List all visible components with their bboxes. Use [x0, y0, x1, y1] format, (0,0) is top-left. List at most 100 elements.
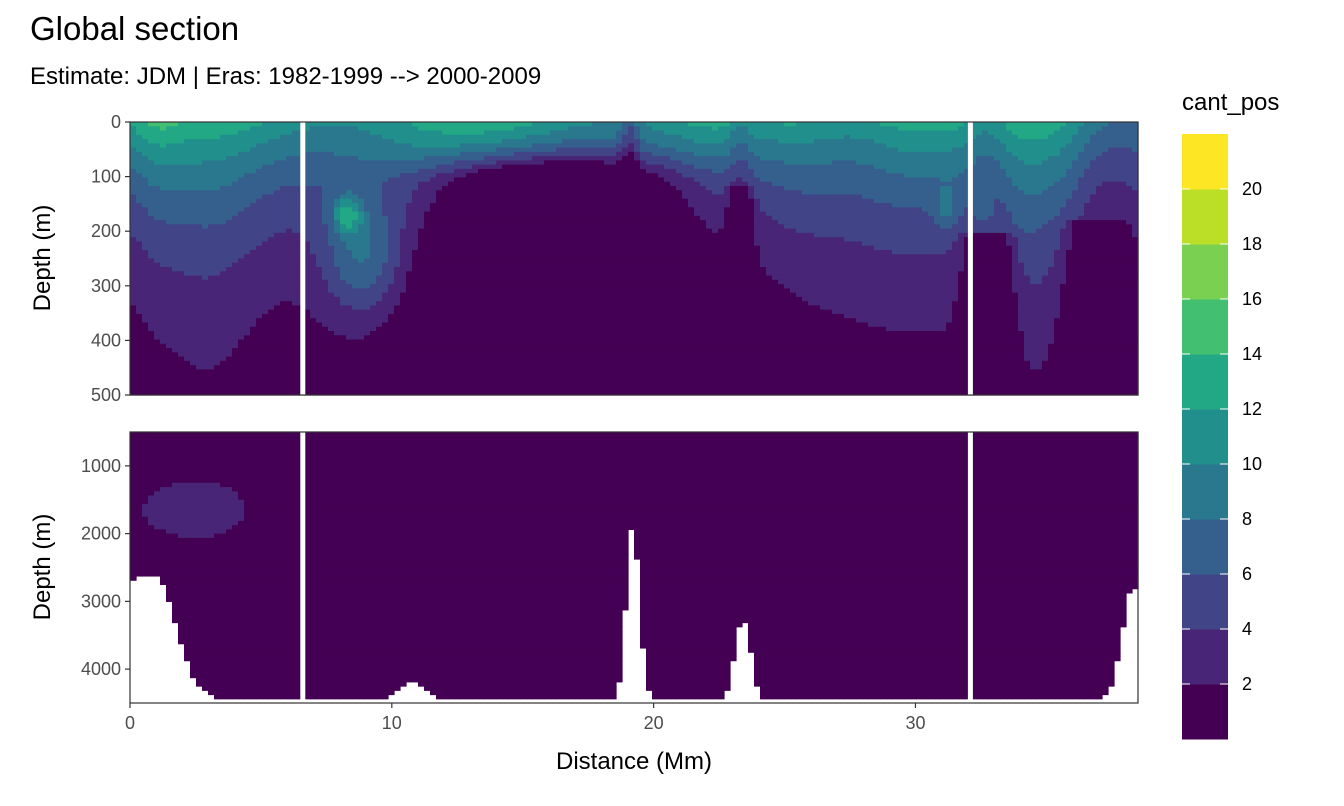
contour-cell	[160, 275, 167, 281]
contour-cell	[430, 343, 437, 349]
contour-cell	[238, 203, 245, 208]
contour-cell	[562, 373, 569, 379]
contour-cell	[514, 232, 521, 238]
contour-cell	[568, 215, 575, 221]
contour-cell	[178, 194, 185, 200]
contour-cell	[328, 126, 335, 132]
contour-cell	[358, 284, 365, 289]
contour-cell	[502, 232, 509, 238]
contour-cell	[232, 185, 239, 191]
contour-cell	[382, 228, 389, 234]
contour-cell	[430, 249, 437, 255]
contour-cell	[268, 160, 275, 166]
contour-cell	[502, 352, 509, 358]
contour-cell	[406, 275, 413, 281]
contour-cell	[238, 245, 245, 251]
contour-cell	[214, 207, 221, 213]
contour-cell	[562, 147, 569, 153]
contour-cell	[556, 241, 563, 247]
contour-cell	[502, 339, 509, 345]
contour-cell	[502, 386, 509, 392]
contour-cell	[346, 220, 353, 225]
contour-cell	[316, 207, 323, 213]
contour-cell	[172, 271, 179, 277]
contour-cell	[292, 126, 299, 132]
contour-cell	[556, 143, 563, 149]
contour-cell	[586, 262, 593, 268]
contour-cell	[496, 241, 503, 247]
contour-cell	[256, 126, 263, 132]
contour-cell	[520, 284, 527, 289]
contour-cell	[346, 292, 353, 298]
contour-cell	[160, 173, 167, 179]
contour-cell	[544, 271, 551, 277]
contour-cell	[316, 215, 323, 221]
contour-cell	[586, 203, 593, 208]
contour-cell	[430, 365, 437, 371]
contour-cell	[580, 335, 587, 341]
contour-cell	[550, 275, 557, 281]
contour-cell	[346, 326, 353, 332]
contour-cell	[430, 296, 437, 302]
contour-cell	[208, 386, 215, 392]
contour-cell	[178, 232, 185, 238]
contour-cell	[412, 215, 419, 221]
contour-cell	[148, 313, 155, 319]
contour-cell	[502, 198, 509, 204]
contour-cell	[196, 271, 203, 277]
contour-cell	[508, 241, 515, 247]
contour-cell	[574, 249, 581, 255]
contour-cell	[460, 143, 467, 149]
contour-cell	[460, 322, 467, 328]
contour-cell	[412, 254, 419, 260]
contour-cell	[148, 181, 155, 187]
contour-cell	[220, 275, 227, 281]
contour-cell	[430, 228, 437, 234]
contour-cell	[406, 390, 413, 396]
contour-cell	[484, 139, 491, 144]
contour-cell	[568, 279, 575, 285]
contour-cell	[388, 356, 395, 362]
contour-cell	[388, 365, 395, 371]
contour-cell	[166, 322, 173, 328]
contour-cell	[154, 164, 161, 170]
contour-cell	[346, 262, 353, 268]
contour-cell	[340, 313, 347, 319]
contour-cell	[376, 156, 383, 161]
contour-cell	[250, 254, 257, 260]
contour-cell	[274, 203, 281, 208]
contour-cell	[370, 360, 377, 366]
contour-cell	[250, 296, 257, 302]
contour-cell	[352, 279, 359, 285]
contour-cell	[352, 190, 359, 196]
contour-cell	[478, 326, 485, 332]
contour-cell	[340, 232, 347, 238]
contour-cell	[304, 309, 311, 315]
contour-cell	[244, 275, 251, 281]
contour-cell	[280, 271, 287, 277]
contour-cell	[448, 160, 455, 166]
contour-cell	[364, 245, 371, 251]
contour-cell	[568, 288, 575, 294]
contour-cell	[202, 203, 209, 208]
contour-cell	[394, 203, 401, 208]
contour-cell	[502, 382, 509, 388]
contour-cell	[220, 147, 227, 153]
contour-cell	[244, 185, 251, 191]
contour-cell	[466, 160, 473, 166]
contour-cell	[508, 339, 515, 345]
contour-cell	[472, 318, 479, 324]
contour-cell	[340, 181, 347, 187]
contour-cell	[550, 160, 557, 166]
contour-cell	[436, 284, 443, 289]
contour-cell	[154, 245, 161, 251]
contour-cell	[526, 207, 533, 213]
contour-cell	[142, 271, 149, 277]
contour-cell	[280, 258, 287, 264]
contour-cell	[520, 254, 527, 260]
contour-cell	[352, 245, 359, 251]
contour-cell	[316, 194, 323, 200]
contour-cell	[172, 377, 179, 383]
contour-cell	[520, 292, 527, 298]
contour-cell	[208, 194, 215, 200]
